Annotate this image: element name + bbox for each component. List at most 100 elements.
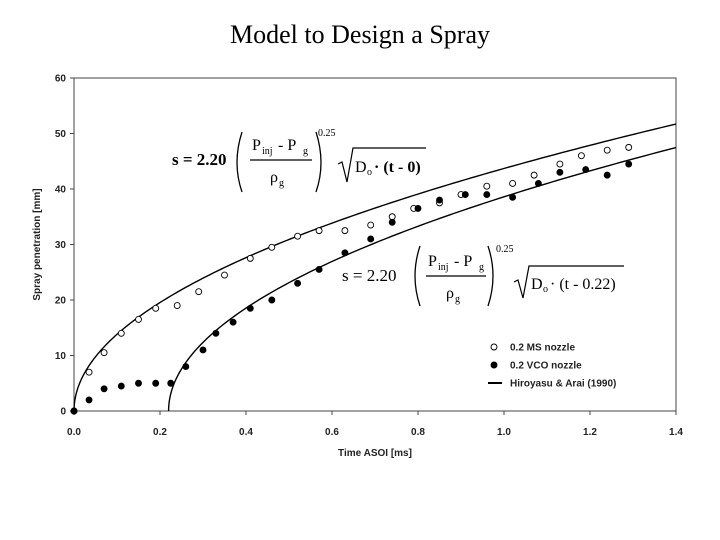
eq2-left-paren [414, 245, 421, 307]
eq2-sqrt-sign [513, 265, 624, 299]
eq1-lhs: s = 2.20 [172, 150, 227, 169]
eq2-num-b-sub: g [479, 262, 484, 273]
vco-point [603, 171, 611, 179]
vco-point [436, 196, 443, 204]
vco-point [534, 179, 542, 187]
eq1-den-sub: g [279, 178, 284, 189]
eq1-num-a: P [252, 137, 261, 154]
eq2-den-sub: g [455, 294, 460, 305]
vco-point [315, 266, 323, 273]
vco-point [212, 329, 220, 337]
equation-ms: s = 2.20 P inj - P g ρ g 0.25 D o · (t -… [172, 128, 426, 193]
vco-point [135, 379, 142, 387]
vco-point [268, 296, 276, 304]
eq1-right-paren [315, 131, 322, 193]
eq1-root-d-sub: o [367, 167, 372, 178]
ms-point [603, 146, 611, 154]
eq2-root-d: D [531, 276, 543, 293]
legend-entry-label: 0.2 VCO nozzle [510, 361, 582, 372]
vco-point [199, 346, 207, 354]
ms-point [577, 152, 585, 160]
eq2-num-a: P [428, 253, 437, 270]
slide-title: Model to Design a Spray [230, 20, 490, 49]
ms-point [85, 368, 93, 376]
x-tick-label: 1.4 [669, 427, 683, 438]
vco-point [70, 407, 78, 415]
vco-point [182, 363, 190, 371]
eq1-left-paren [236, 131, 243, 193]
vco-point [167, 379, 175, 387]
data-points [70, 143, 633, 415]
ms-point [135, 315, 142, 323]
y-tick-label: 10 [55, 351, 67, 362]
vco-point [556, 168, 564, 176]
y-tick-label: 20 [55, 296, 67, 307]
ms-point [294, 232, 302, 240]
vco-point [367, 235, 375, 243]
y-tick-label: 30 [55, 240, 67, 251]
vco-point [483, 191, 491, 199]
eq2-root-tail: · (t - 0.22) [550, 276, 616, 293]
eq1-root-tail: · (t - 0) [374, 159, 421, 176]
ms-point [173, 302, 181, 309]
eq2-den: ρ [446, 285, 454, 302]
vco-point [229, 318, 237, 326]
vco-point [341, 249, 349, 257]
y-axis-label: Spray penetration [mm] [32, 188, 43, 300]
x-tick-labels: 0.0 0.2 0.4 0.6 0.8 1.0 1.2 1.4 [67, 411, 683, 438]
ms-point [221, 271, 228, 279]
x-tick-label: 1.0 [497, 427, 511, 438]
x-axis-label: Time ASOI [ms] [338, 448, 412, 459]
legend-entry-label: Hiroyasu & Arai (1990) [510, 379, 616, 390]
x-tick-label: 0.6 [325, 427, 339, 438]
plot-border [73, 77, 677, 412]
vco-point [388, 218, 396, 226]
vco-point [117, 382, 125, 390]
legend-marker-swatch [490, 361, 498, 369]
x-tick-label: 0.2 [153, 427, 167, 438]
eq2-root-d-sub: o [543, 284, 548, 295]
ms-point [246, 254, 254, 262]
legend: 0.2 MS nozzle 0.2 VCO nozzle Hiroyasu & Ar… [488, 343, 616, 390]
eq1-num-b-sub: g [303, 146, 308, 157]
vco-point [414, 204, 422, 212]
y-tick-label: 50 [55, 129, 67, 140]
ms-point [483, 182, 491, 190]
ms-point [117, 329, 125, 337]
eq1-sqrt-sign [337, 147, 426, 183]
eq1-num-b: - P [278, 137, 296, 154]
eq1-num-a-sub: inj [262, 146, 273, 157]
eq2-num-a-sub: inj [438, 262, 449, 273]
x-tick-label: 1.2 [583, 427, 597, 438]
ms-point [152, 304, 160, 312]
ms-point [315, 227, 323, 235]
y-tick-labels: 0 10 20 30 40 50 60 [55, 74, 74, 418]
vco-point [85, 396, 93, 404]
model-curve-1 [73, 123, 677, 412]
vco-point [461, 191, 469, 199]
equation-vco: s = 2.20 P inj - P g ρ g 0.25 D o · (t -… [342, 244, 624, 307]
vco-point [294, 279, 302, 287]
eq2-num-b: - P [454, 253, 472, 270]
ms-point [625, 143, 633, 151]
eq1-root-d: D [355, 159, 367, 176]
y-tick-label: 40 [55, 185, 67, 196]
ms-point [509, 179, 517, 187]
vco-point [509, 193, 517, 201]
ms-point [530, 171, 538, 179]
ms-point [367, 221, 375, 229]
vco-point [100, 385, 108, 393]
vco-point [625, 160, 633, 168]
y-tick-label: 60 [55, 74, 67, 85]
legend-marker-swatch [490, 343, 498, 351]
eq2-right-paren [487, 245, 494, 307]
eq2-exponent: 0.25 [496, 244, 514, 255]
vco-point [582, 166, 590, 174]
plot-frame [73, 77, 677, 412]
x-tick-label: 0.8 [411, 427, 425, 438]
legend-entry-label: 0.2 MS nozzle [510, 343, 575, 354]
ms-point [100, 349, 108, 357]
ms-point [268, 243, 276, 251]
eq1-exponent: 0.25 [318, 128, 336, 139]
